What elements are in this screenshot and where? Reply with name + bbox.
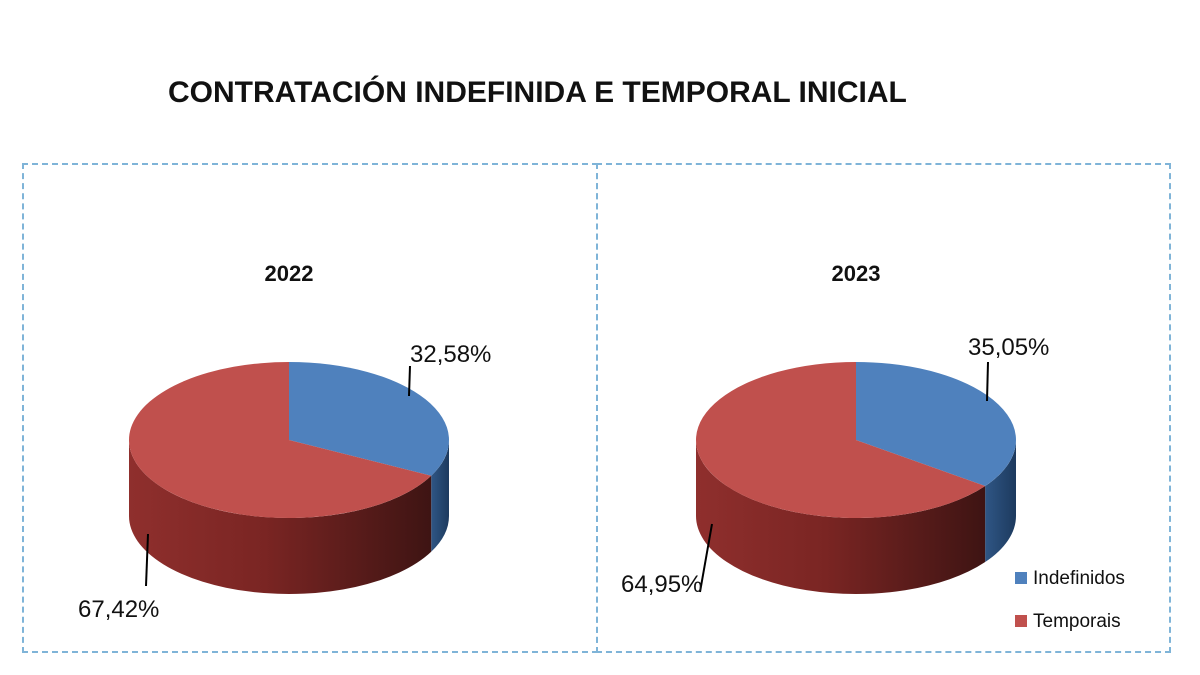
legend-swatch-indefinidos xyxy=(1015,572,1027,584)
legend: Indefinidos Temporais xyxy=(1015,568,1125,632)
data-label-indefinidos: 32,58% xyxy=(410,341,491,368)
pie-chart-2022: 2022 32,58% 67,42% xyxy=(78,261,491,623)
pie-side-temporais xyxy=(129,440,432,594)
legend-label-temporais: Temporais xyxy=(1033,611,1121,632)
pie-chart-2023: 2023 35,05% 64,95% xyxy=(621,261,1049,598)
pie-side-temporais xyxy=(696,440,986,594)
pie-slice-temporais xyxy=(696,362,986,518)
pie-side-indefinidos xyxy=(431,440,449,552)
legend-swatch-temporais xyxy=(1015,615,1027,627)
leader-line xyxy=(986,361,989,402)
pie-slice-indefinidos xyxy=(856,362,1017,487)
chart-title: 2022 xyxy=(265,261,314,286)
data-label-temporais: 64,95% xyxy=(621,571,702,598)
leader-line xyxy=(145,533,149,587)
main-title: CONTRATACIÓN INDEFINIDA E TEMPORAL INICI… xyxy=(168,76,907,109)
pie-sides xyxy=(696,440,1016,594)
pie-sides xyxy=(129,440,449,594)
leader-line xyxy=(408,365,411,397)
data-label-indefinidos: 35,05% xyxy=(968,334,1049,361)
data-label-temporais: 67,42% xyxy=(78,596,159,623)
pie-side-indefinidos xyxy=(985,440,1016,563)
chart-title: 2023 xyxy=(832,261,881,286)
legend-label-indefinidos: Indefinidos xyxy=(1033,568,1125,589)
pie-slice-temporais xyxy=(128,362,432,518)
chart-panel-2023 xyxy=(596,163,1171,653)
leader-line xyxy=(699,523,713,593)
